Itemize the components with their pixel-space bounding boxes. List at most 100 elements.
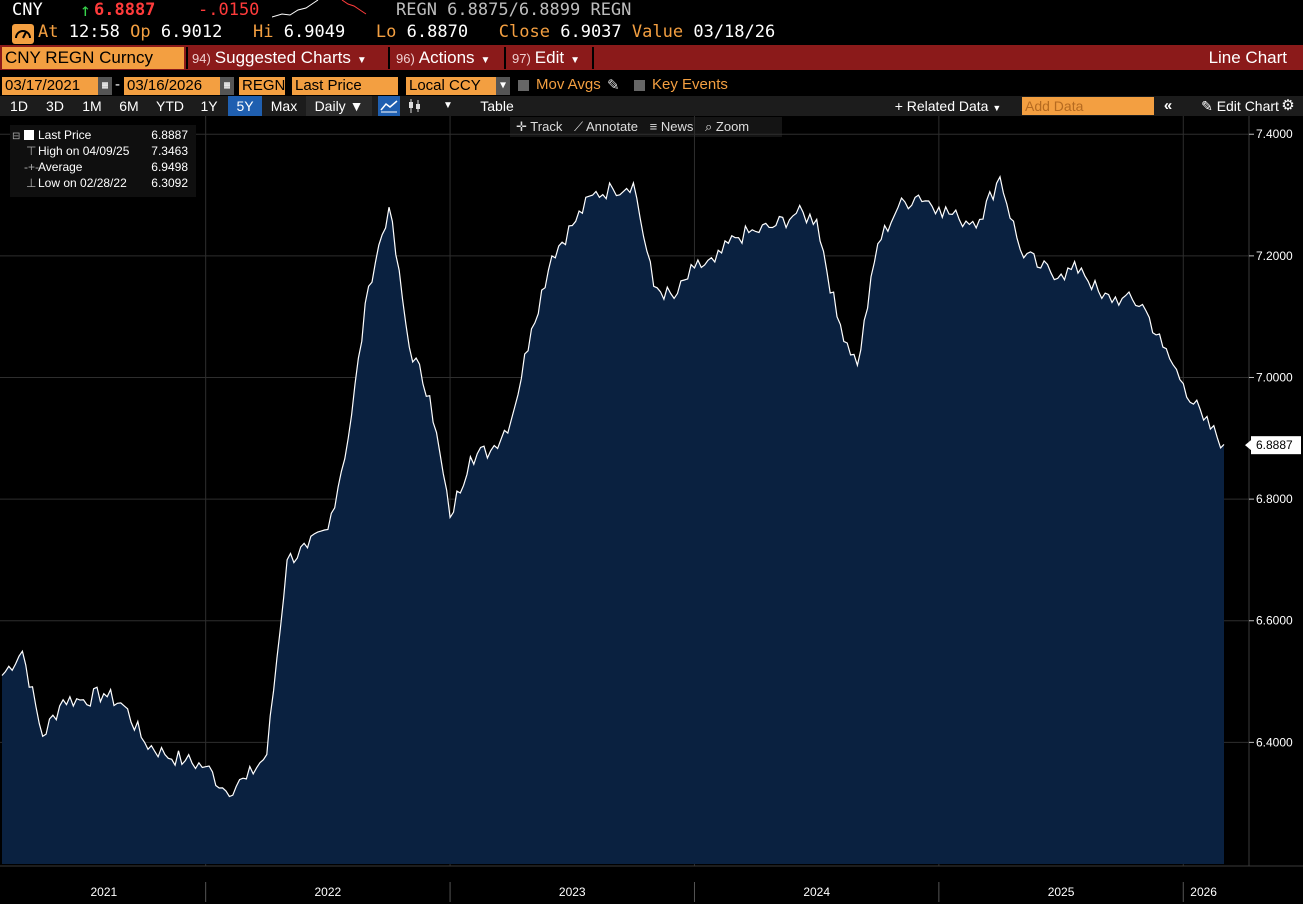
high-value: 6.9049: [283, 22, 346, 42]
start-date-field[interactable]: 03/17/2021: [2, 77, 98, 95]
period-button-6m[interactable]: 6M: [119, 98, 139, 114]
line-chart-icon[interactable]: [378, 96, 400, 116]
period-button-1m[interactable]: 1M: [82, 98, 102, 114]
x-tick-label: 2025: [1048, 885, 1075, 899]
period-button-ytd[interactable]: YTD: [156, 98, 184, 114]
divider: [504, 47, 506, 69]
news-button[interactable]: News: [660, 119, 694, 134]
legend-value: 6.3092: [151, 176, 188, 190]
candlestick-icon[interactable]: [404, 96, 424, 116]
mov-avgs-checkbox[interactable]: [518, 80, 529, 91]
last-value-badge: [1251, 436, 1301, 455]
at-label: At: [38, 22, 59, 42]
edit-menu[interactable]: 97) Edit ▼: [512, 48, 580, 67]
high-marker-icon: ⊤: [26, 144, 37, 158]
table-button[interactable]: Table: [480, 98, 514, 114]
period-button-5y[interactable]: 5Y: [228, 96, 262, 116]
chart-tools: ✛ Track ⟋ Annotate ≡ News ⌕ Zoom: [510, 117, 782, 137]
divider: [186, 47, 188, 69]
suggested-charts-menu[interactable]: 94) Suggested Charts ▼: [192, 48, 367, 67]
menu-bar: [0, 45, 1303, 70]
collapse-icon[interactable]: «: [1163, 97, 1173, 114]
period-button-3d[interactable]: 3D: [46, 98, 64, 114]
frequency-select[interactable]: Daily ▼: [306, 96, 372, 116]
price-chart[interactable]: 7.4000 7.2000 7.0000 6.8000 6.6000 6.4000 202…: [0, 116, 1303, 904]
crosshair-icon: ✛: [516, 119, 527, 134]
legend-row-last-price: ⊟ Last Price 6.8887: [10, 127, 196, 143]
divider: [592, 47, 594, 69]
low-label: Lo: [375, 22, 397, 42]
bid-ask-quote: REGN 6.8875/6.8899 REGN: [396, 0, 632, 20]
legend-label: Average: [38, 160, 83, 174]
legend-row-low: ⊥ Low on 02/28/22 6.3092: [10, 175, 196, 191]
related-data-button[interactable]: + Related Data ▼: [894, 98, 1002, 114]
quote-detail-row: At 12:58 Op 6.9012 Hi 6.9049 Lo 6.8870 C…: [38, 22, 775, 42]
x-tick-label: 2022: [315, 885, 342, 899]
average-marker-icon: -+-: [24, 160, 39, 174]
y-tick-label: 7.2000: [1256, 249, 1293, 263]
price-area: [2, 176, 1224, 865]
pencil-icon: ✎: [1201, 98, 1213, 114]
currency-select[interactable]: Local CCY: [406, 77, 504, 95]
period-button-max[interactable]: Max: [270, 98, 298, 114]
last-value-label: 6.8887: [1256, 438, 1293, 452]
period-button-1y[interactable]: 1Y: [200, 98, 218, 114]
add-data-input[interactable]: Add Data: [1022, 97, 1154, 115]
source-field[interactable]: REGN: [239, 77, 285, 95]
x-tick-label: 2024: [803, 885, 830, 899]
series-swatch: [24, 130, 34, 140]
collapse-legend-icon[interactable]: ⊟: [12, 131, 21, 142]
x-tick-label: 2023: [559, 885, 586, 899]
legend-label: High on 04/09/25: [38, 144, 130, 158]
price-line: [1, 175, 1225, 798]
legend-label: Last Price: [38, 128, 92, 142]
legend-value: 6.8887: [151, 128, 188, 142]
calendar-icon[interactable]: ▦: [98, 77, 112, 95]
low-marker-icon: ⊥: [26, 176, 37, 190]
open-label: Op: [130, 22, 151, 42]
security-ticker-input[interactable]: CNY REGN Curncy: [2, 47, 184, 69]
edit-chart-button[interactable]: ✎ Edit Chart: [1201, 98, 1279, 114]
close-label: Close: [498, 22, 550, 42]
key-events-checkbox[interactable]: [634, 80, 645, 91]
annotate-button[interactable]: Annotate: [585, 119, 639, 134]
legend-value: 6.9498: [151, 160, 188, 174]
period-button-1d[interactable]: 1D: [10, 98, 28, 114]
last-price: 6.8887: [94, 0, 156, 20]
chevron-down-icon[interactable]: ▼: [496, 77, 510, 95]
date-dash: -: [115, 76, 120, 93]
price-field-select[interactable]: Last Price: [292, 77, 398, 95]
mov-avgs-label: Mov Avgs: [536, 76, 601, 93]
zoom-button[interactable]: Zoom: [715, 119, 750, 134]
currency-code: CNY: [12, 0, 43, 20]
last-value-pointer: [1245, 440, 1251, 451]
x-tick-label: 2021: [90, 885, 117, 899]
y-tick-label: 7.0000: [1256, 370, 1293, 384]
legend-row-average: -+- Average 6.9498: [10, 159, 196, 175]
gear-icon[interactable]: ⚙: [1281, 97, 1295, 114]
close-value: 6.9037: [560, 22, 622, 42]
chart-legend: ⊟ Last Price 6.8887 ⊤ High on 04/09/25 7…: [10, 125, 196, 197]
low-value: 6.8870: [406, 22, 469, 42]
high-label: Hi: [253, 22, 274, 42]
news-icon: ≡: [649, 119, 658, 134]
end-date-field[interactable]: 03/16/2026: [124, 77, 220, 95]
key-events-label: Key Events: [652, 76, 728, 93]
actions-menu[interactable]: 96) Actions ▼: [396, 48, 491, 67]
chevron-down-icon[interactable]: ▼: [443, 100, 453, 111]
gauge-icon[interactable]: [12, 24, 34, 44]
calendar-icon[interactable]: ▦: [220, 77, 234, 95]
y-tick-label: 6.8000: [1256, 492, 1293, 506]
track-button[interactable]: Track: [530, 119, 563, 134]
pencil-icon: ⟋: [573, 119, 584, 134]
divider: [388, 47, 390, 69]
y-tick-label: 6.4000: [1256, 735, 1293, 749]
search-icon: ⌕: [705, 119, 713, 134]
up-arrow-icon: ↑: [80, 0, 91, 21]
at-time: 12:58: [68, 22, 120, 42]
x-tick-label: 2026: [1190, 885, 1217, 899]
open-value: 6.9012: [160, 22, 223, 42]
legend-label: Low on 02/28/22: [38, 176, 127, 190]
y-tick-label: 7.4000: [1256, 127, 1293, 141]
pencil-icon[interactable]: ✎: [607, 77, 620, 94]
